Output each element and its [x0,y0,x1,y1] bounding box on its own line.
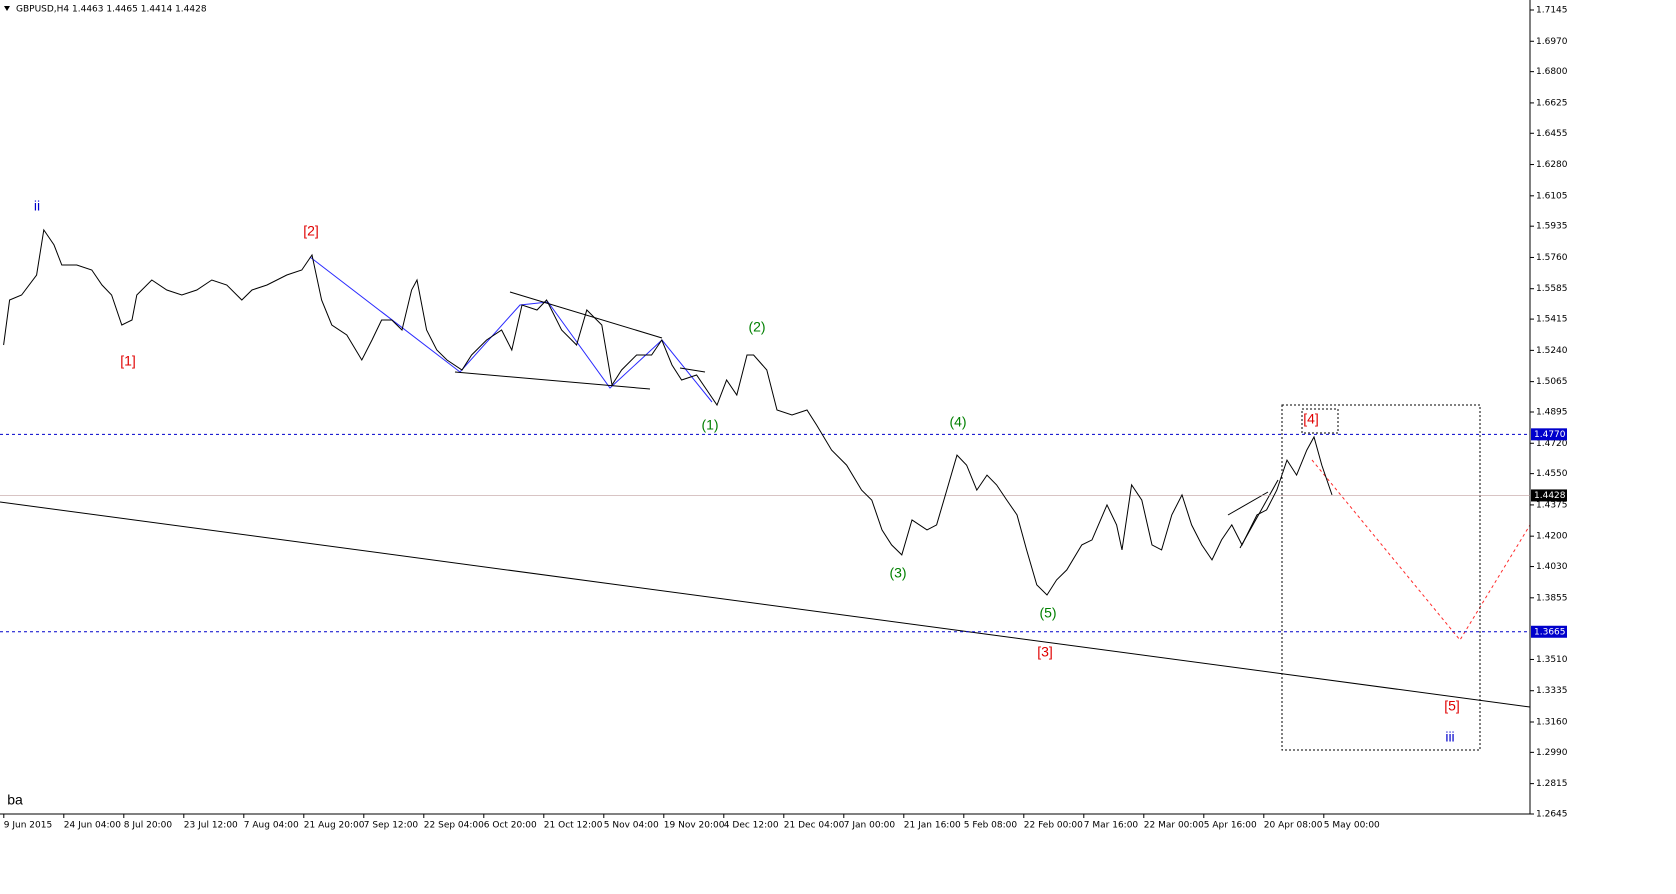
wave-label: [2] [303,223,319,239]
level-tag [1531,625,1567,638]
x-tick-label: 19 Nov 20:00 [664,821,725,831]
channel-line [454,371,651,390]
y-tick-label: 1.6970 [1536,37,1568,47]
price-tag [1531,489,1567,502]
y-tick-label: 1.7145 [1536,6,1568,16]
y-tick-label: 1.6800 [1536,67,1568,77]
x-tick-label: 23 Jul 12:00 [184,821,238,831]
y-tick-label: 1.6625 [1536,98,1568,108]
y-tick-label: 1.5415 [1536,315,1568,325]
y-tick-label: 1.5935 [1536,222,1568,232]
wave-label: (4) [949,414,966,430]
y-tick-label: 1.4375 [1536,500,1568,510]
y-tick-label: 1.4200 [1536,532,1568,542]
x-tick-label: 22 Feb 00:00 [1024,821,1083,831]
target-box [1281,404,1481,751]
y-tick-label: 1.3335 [1536,686,1568,696]
channel-line [509,291,663,339]
x-tick-label: 7 Aug 04:00 [244,821,299,831]
wave-label: [1] [120,353,136,369]
level-tag [1531,428,1567,441]
x-tick-label: 22 Mar 00:00 [1144,821,1204,831]
x-tick-label: 21 Dec 04:00 [784,821,845,831]
x-tick-label: 21 Oct 12:00 [544,821,603,831]
wedge-line [1227,491,1269,516]
wave-label: (3) [889,565,906,581]
wave-label: [3] [1037,644,1053,660]
y-tick-label: 1.5760 [1536,253,1568,263]
y-tick-label: 1.4895 [1536,408,1568,418]
y-tick-label: 1.2815 [1536,779,1568,789]
x-tick-label: 7 Sep 12:00 [364,821,419,831]
wave-label: (1) [701,417,718,433]
x-tick-label: 21 Aug 20:00 [304,821,365,831]
trend-line [0,501,1531,708]
wave-label: ii [34,198,40,214]
level-label: 1.3665 [1534,627,1566,637]
x-tick-label: 8 Jul 20:00 [124,821,173,831]
y-tick-label: 1.4720 [1536,439,1568,449]
x-tick-label: 7 Mar 16:00 [1084,821,1139,831]
chart-title: GBPUSD,H4 1.4463 1.4465 1.4414 1.4428 [16,5,207,15]
label-box [1301,408,1339,434]
y-tick-label: 1.4030 [1536,562,1568,572]
x-tick-label: 5 Nov 04:00 [604,821,659,831]
level-label: 1.4770 [1534,430,1566,440]
wave-label: (2) [748,319,765,335]
x-tick-label: 21 Jan 16:00 [904,821,961,831]
y-tick-label: 1.3160 [1536,717,1568,727]
y-tick-label: 1.6455 [1536,129,1568,139]
y-tick-label: 1.6280 [1536,160,1568,170]
x-tick-label: 6 Oct 20:00 [484,821,537,831]
wave-label: ba [7,792,23,808]
wave-label: [5] [1444,698,1460,714]
x-tick-label: 20 Apr 08:00 [1264,821,1323,831]
x-tick-label: 9 Jun 2015 [4,821,52,831]
wave-label: iii [1445,729,1454,745]
channel-line [679,367,706,373]
price-line-series [3,228,1333,596]
x-tick-label: 24 Jun 04:00 [64,821,121,831]
y-tick-label: 1.5065 [1536,377,1568,387]
x-tick-label: 5 May 00:00 [1324,821,1380,831]
y-tick-label: 1.2645 [1536,810,1568,820]
y-tick-label: 1.3510 [1536,655,1568,665]
price-label: 1.4428 [1534,491,1566,501]
x-tick-label: 5 Feb 08:00 [964,821,1018,831]
y-tick-label: 1.4550 [1536,469,1568,479]
x-tick-label: 5 Apr 16:00 [1204,821,1257,831]
wave-label: [4] [1303,411,1319,427]
y-tick-label: 1.6105 [1536,191,1568,201]
x-tick-label: 4 Dec 12:00 [724,821,779,831]
y-tick-label: 1.2990 [1536,748,1568,758]
menu-triangle[interactable] [4,6,10,11]
x-tick-label: 7 Jan 00:00 [844,821,896,831]
y-tick-label: 1.5240 [1536,346,1568,356]
x-tick-label: 22 Sep 04:00 [424,821,484,831]
y-tick-label: 1.5585 [1536,284,1568,294]
wave-label: (5) [1039,605,1056,621]
y-tick-label: 1.3855 [1536,593,1568,603]
